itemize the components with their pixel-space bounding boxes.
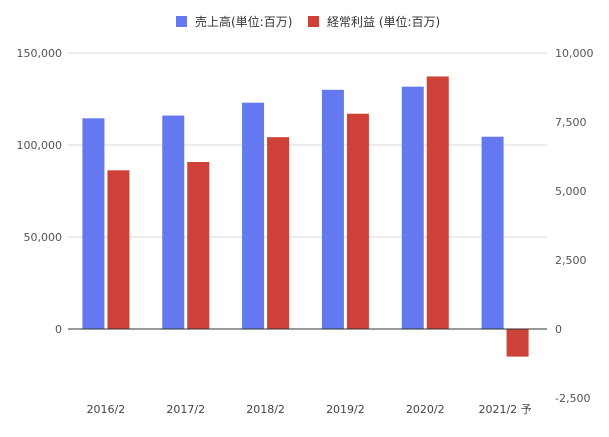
bar-sales <box>481 136 504 329</box>
legend-swatch-profit <box>308 16 319 27</box>
right-tick-label: 10,000 <box>555 47 594 60</box>
right-tick-label: 5,000 <box>555 185 587 198</box>
right-tick-label: -2,500 <box>555 392 590 405</box>
bar-profit <box>346 113 369 329</box>
bar-sales <box>242 102 265 330</box>
right-axis-ticks: -2,500 0 2,500 5,000 7,500 10,000 <box>555 47 594 405</box>
category-label: 2021/2 予 <box>478 403 531 416</box>
bar-sales <box>401 86 424 329</box>
legend: 売上高(単位:百万) 経常利益 (単位:百万) <box>176 14 440 29</box>
category-label: 2016/2 <box>87 403 126 416</box>
left-tick-label: 150,000 <box>17 47 63 60</box>
bar-profit <box>107 170 130 329</box>
legend-label-sales: 売上高(単位:百万) <box>195 14 292 29</box>
bar-profit <box>187 162 210 329</box>
legend-swatch-sales <box>176 16 187 27</box>
category-label: 2017/2 <box>166 403 205 416</box>
bar-profit <box>426 76 449 330</box>
legend-label-profit: 経常利益 (単位:百万) <box>327 14 440 29</box>
category-label: 2018/2 <box>246 403 285 416</box>
bar-sales <box>321 89 344 329</box>
left-tick-label: 100,000 <box>17 139 63 152</box>
category-labels: 2016/2 2017/2 2018/2 2019/2 2020/2 2021/2 予 <box>87 403 532 416</box>
right-tick-label: 2,500 <box>555 254 587 267</box>
bar-profit <box>506 329 529 357</box>
left-tick-label: 50,000 <box>24 231 63 244</box>
right-tick-label: 0 <box>555 323 562 336</box>
bars <box>82 76 529 357</box>
bar-sales <box>82 118 105 329</box>
left-tick-label: 0 <box>55 323 62 336</box>
right-tick-label: 7,500 <box>555 116 587 129</box>
gridlines <box>68 52 547 238</box>
category-label: 2019/2 <box>326 403 365 416</box>
left-axis-ticks: 0 50,000 100,000 150,000 <box>17 47 63 336</box>
bar-profit <box>267 137 290 329</box>
category-label: 2020/2 <box>406 403 445 416</box>
bar-sales <box>162 115 185 329</box>
